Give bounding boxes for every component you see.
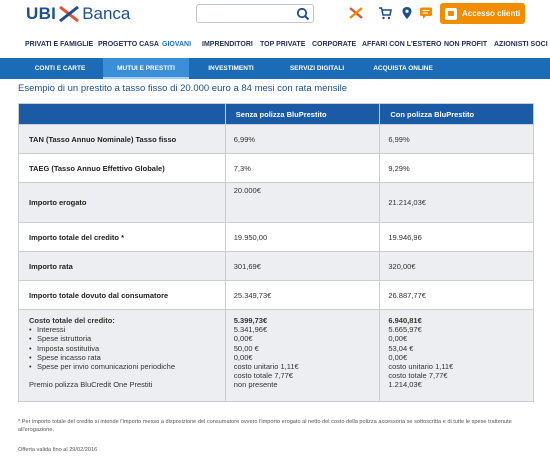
ubi-banca-logo[interactable]: UBI Banca bbox=[26, 4, 131, 23]
nav-item-privati-e-famiglie[interactable]: PRIVATI E FAMIGLIE bbox=[25, 41, 94, 48]
tab-conti-e-carte[interactable]: CONTI E CARTE bbox=[34, 65, 86, 72]
cell-con: 6,99% bbox=[379, 124, 534, 154]
cost-breakdown-row: Costo totale del credito: Interessi Spes… bbox=[18, 309, 534, 402]
row-label: TAN (Tasso Annuo Nominale) Tasso fisso bbox=[18, 124, 226, 154]
logo-ubi-text: UBI bbox=[26, 4, 57, 23]
offer-validity-text: Offerta valida fino al 29/02/2016 bbox=[18, 447, 98, 453]
search-icon[interactable] bbox=[296, 7, 310, 21]
cell-con: 21.214,03€ bbox=[379, 182, 534, 223]
cost-value: 0,00€ bbox=[233, 352, 253, 362]
cost-value: costo totale 7,77€ bbox=[388, 371, 448, 381]
cell-senza: 19.950,00 bbox=[224, 222, 381, 252]
cell-con: 26.887,77€ bbox=[379, 280, 534, 310]
logo-x-mark-icon bbox=[58, 5, 80, 23]
cost-con-cell: 6.940,81€ 5.665,97€ 0,00€ 53,04 € 0,00€ … bbox=[379, 309, 534, 402]
cost-value: costo totale 7,77€ bbox=[233, 371, 293, 381]
table-header-row: Senza polizza BluPrestito Con polizza Bl… bbox=[18, 103, 534, 125]
tab-investimenti[interactable]: INVESTIMENTI bbox=[208, 65, 254, 72]
cost-value: costo unitario 1,11€ bbox=[233, 361, 299, 371]
row-label: Importo totale dovuto dal consumatore bbox=[18, 280, 226, 310]
footnote-text: * Per importo totale del credito si inte… bbox=[18, 419, 512, 433]
tab-mutui-e-prestiti[interactable]: MUTUI E PRESTITI bbox=[103, 58, 189, 79]
cell-senza: 7,3% bbox=[224, 153, 381, 183]
cost-value: 5.399,73€ bbox=[233, 316, 268, 325]
cost-value: costo unitario 1,11€ bbox=[388, 361, 454, 371]
nav-item-affari-con-l-estero[interactable]: AFFARI CON L'ESTERO bbox=[362, 41, 442, 48]
table-row: Importo rata 301,69€ 320,00€ bbox=[18, 251, 534, 281]
row-label: Importo erogato bbox=[18, 182, 226, 223]
row-label: Importo rata bbox=[18, 251, 226, 281]
nav-item-top-private[interactable]: TOP PRIVATE bbox=[260, 41, 306, 48]
accesso-clienti-button[interactable]: Accesso clienti bbox=[440, 3, 525, 24]
chat-icon[interactable] bbox=[419, 6, 433, 20]
cell-con: 19.946,96 bbox=[379, 222, 534, 252]
cost-value: 0,00€ bbox=[233, 334, 253, 344]
cell-con: 9,29% bbox=[379, 153, 534, 183]
cost-value: 53,04 € bbox=[388, 343, 414, 353]
table-header-senza-polizza: Senza polizza BluPrestito bbox=[224, 103, 381, 125]
tab-acquista-online[interactable]: ACQUISTA ONLINE bbox=[373, 65, 433, 72]
table-row: Importo totale del credito * 19.950,00 1… bbox=[18, 222, 534, 252]
language-flag-icon[interactable] bbox=[349, 6, 363, 20]
lock-icon bbox=[445, 7, 457, 20]
premio-label: Premio polizza BluCredit One Prestiti bbox=[29, 380, 153, 390]
nav-item-corporate[interactable]: CORPORATE bbox=[312, 41, 357, 48]
cell-senza: 25.349,73€ bbox=[224, 280, 381, 310]
cost-title: Costo totale del credito: bbox=[29, 316, 115, 325]
cost-value: 6.940,81€ bbox=[388, 316, 422, 325]
nav-item-azionisti-soci[interactable]: AZIONISTI SOCI bbox=[494, 41, 548, 48]
row-label: TAEG (Tasso Annuo Effettivo Globale) bbox=[18, 153, 226, 183]
cell-senza: 6,99% bbox=[224, 124, 381, 154]
cost-value: 1.214,03€ bbox=[388, 380, 422, 390]
table-row: Importo totale dovuto dal consumatore 25… bbox=[18, 280, 534, 310]
cost-item-label: Imposta sostitutiva bbox=[29, 344, 217, 353]
cost-item-label: Spese per invio comunicazioni periodiche bbox=[29, 362, 217, 371]
cost-item-label: Interessi bbox=[29, 325, 217, 334]
row-label: Importo totale del credito * bbox=[18, 222, 226, 252]
search-field[interactable] bbox=[196, 4, 314, 24]
top-header: UBI Banca Accesso clienti bbox=[0, 0, 550, 34]
loan-example-heading: Esempio di un prestito a tasso fisso di … bbox=[18, 83, 347, 94]
table-row: Importo erogato 20.000€ 21.214,03€ bbox=[18, 182, 534, 223]
tab-servizi-digitali[interactable]: SERVIZI DIGITALI bbox=[289, 65, 345, 72]
location-pin-icon[interactable] bbox=[400, 6, 414, 20]
cost-value: 50,00 € bbox=[233, 343, 259, 353]
table-row: TAEG (Tasso Annuo Effettivo Globale) 7,3… bbox=[18, 153, 534, 183]
cart-icon[interactable] bbox=[378, 6, 392, 20]
table-row: TAN (Tasso Annuo Nominale) Tasso fisso 6… bbox=[18, 124, 534, 154]
logo-banca-text: Banca bbox=[82, 4, 131, 23]
cell-senza: 20.000€ bbox=[224, 182, 381, 223]
cost-value: 0,00€ bbox=[388, 334, 408, 344]
main-navigation: PRIVATI E FAMIGLIE PROGETTO CASA GIOVANI… bbox=[0, 39, 550, 53]
cell-con: 320,00€ bbox=[379, 251, 534, 281]
nav-item-progetto-casa[interactable]: PROGETTO CASA bbox=[98, 41, 159, 48]
nav-item-imprenditori[interactable]: IMPRENDITORI bbox=[202, 41, 253, 48]
cost-value: 0,00€ bbox=[388, 352, 408, 362]
nav-item-non-profit[interactable]: NON PROFIT bbox=[444, 41, 488, 48]
cell-senza: 301,69€ bbox=[224, 251, 381, 281]
loan-comparison-table: Senza polizza BluPrestito Con polizza Bl… bbox=[18, 103, 534, 402]
cost-senza-cell: 5.399,73€ 5.341,96€ 0,00€ 50,00 € 0,00€ … bbox=[224, 309, 381, 402]
sub-navigation: CONTI E CARTE MUTUI E PRESTITI INVESTIME… bbox=[0, 58, 550, 79]
nav-item-giovani[interactable]: GIOVANI bbox=[162, 41, 192, 48]
accesso-clienti-label: Accesso clienti bbox=[462, 9, 521, 18]
cost-value: 5.665,97€ bbox=[388, 325, 422, 335]
cost-label-cell: Costo totale del credito: Interessi Spes… bbox=[18, 309, 226, 402]
cost-item-label: Spese incasso rata bbox=[29, 353, 217, 362]
table-header-con-polizza: Con polizza BluPrestito bbox=[379, 103, 534, 125]
cost-item-label: Spese istruttoria bbox=[29, 334, 217, 343]
table-header-empty bbox=[18, 103, 226, 125]
cost-value: 5.341,96€ bbox=[233, 325, 268, 335]
cost-value: non presente bbox=[233, 380, 278, 390]
search-input[interactable] bbox=[197, 7, 293, 24]
